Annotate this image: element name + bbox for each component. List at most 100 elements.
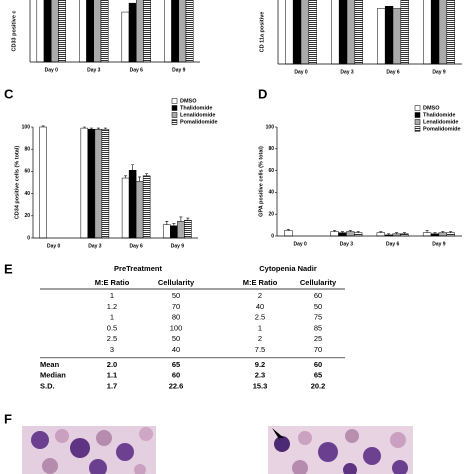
y-axis-label: CD34 positive cells (% total) xyxy=(14,146,20,220)
bar xyxy=(121,11,130,63)
y-tick-label: 40 xyxy=(268,190,274,196)
y-tick-label: 100 xyxy=(22,124,31,130)
y-tick-label: 80 xyxy=(24,147,30,153)
table-group-header: PreTreatment xyxy=(114,264,162,273)
x-tick-label: Day 6 xyxy=(129,243,143,249)
table-column-header: M:E Ratio xyxy=(243,278,278,287)
bar xyxy=(446,0,455,65)
error-bar xyxy=(165,221,169,225)
micrograph xyxy=(268,426,413,474)
y-tick-label: 40 xyxy=(24,191,30,197)
bar xyxy=(171,0,179,63)
bar xyxy=(121,177,130,239)
legend-swatch xyxy=(171,119,178,125)
bar xyxy=(128,2,137,63)
bar xyxy=(36,0,45,63)
table-cell: 1 xyxy=(258,323,262,332)
bar xyxy=(331,0,340,65)
bar xyxy=(377,8,386,65)
legend-label: Pomalidomide xyxy=(180,119,218,125)
legend-label: Thalidomide xyxy=(180,105,212,111)
table-cell: 1.1 xyxy=(107,371,117,380)
bar xyxy=(135,181,144,239)
table-cell: 100 xyxy=(170,323,183,332)
bar xyxy=(338,232,347,237)
x-tick-label: Day 9 xyxy=(432,241,446,247)
table-cell: 2.0 xyxy=(107,360,117,369)
x-tick-label: Day 9 xyxy=(432,69,446,75)
panel-label: F xyxy=(4,411,12,426)
legend-swatch xyxy=(171,98,178,104)
legend-swatch xyxy=(171,112,178,118)
bar xyxy=(100,0,109,63)
bar xyxy=(185,0,194,63)
table-cell: 1.2 xyxy=(107,302,117,311)
bar xyxy=(178,0,187,63)
bar xyxy=(346,0,356,65)
y-tick-label: 80 xyxy=(268,146,274,152)
error-bar xyxy=(145,173,149,176)
table-cell: 65 xyxy=(172,360,180,369)
bar xyxy=(422,232,432,237)
bar xyxy=(376,232,386,237)
x-tick-label: Day 9 xyxy=(172,67,186,73)
legend-swatch xyxy=(414,105,421,111)
micrograph xyxy=(22,426,156,474)
table-cell: 50 xyxy=(172,334,180,343)
bar xyxy=(392,8,402,65)
error-bar xyxy=(89,127,93,130)
table-cell: 7.5 xyxy=(255,345,265,354)
error-bar xyxy=(82,126,86,129)
bar xyxy=(170,225,178,239)
y-tick-label: 20 xyxy=(24,213,30,219)
table-cell: 70 xyxy=(314,345,322,354)
bar xyxy=(51,0,59,63)
error-bar xyxy=(333,230,337,232)
error-bar xyxy=(124,175,128,179)
table-cell: 2 xyxy=(258,291,262,300)
table-cell: 65 xyxy=(314,371,322,380)
x-tick-label: Day 0 xyxy=(293,241,307,247)
bar xyxy=(330,231,339,237)
table-group-header: Cytopenia Nadir xyxy=(259,264,317,273)
bar xyxy=(43,0,52,63)
bar xyxy=(438,232,447,237)
legend-label: DMSO xyxy=(423,105,440,111)
x-tick-label: Day 0 xyxy=(45,67,59,73)
error-bar xyxy=(356,231,360,233)
bar xyxy=(142,175,151,239)
error-bar xyxy=(286,229,290,231)
bar xyxy=(430,0,440,65)
error-bar xyxy=(179,216,183,222)
table-cell: 75 xyxy=(314,313,322,322)
legend-label: Pomalidomide xyxy=(423,126,461,132)
error-bar xyxy=(138,176,142,182)
table-cell: 2.5 xyxy=(107,334,117,343)
panel-label: C xyxy=(4,86,14,101)
table-row-label: S.D. xyxy=(40,381,55,390)
bar xyxy=(58,0,66,63)
error-bar xyxy=(131,164,135,171)
x-tick-label: Day 0 xyxy=(294,69,308,75)
table-cell: 60 xyxy=(314,291,322,300)
bar xyxy=(79,0,87,63)
table-cell: 40 xyxy=(172,345,180,354)
legend-label: DMSO xyxy=(180,98,197,104)
bar xyxy=(438,0,448,65)
bar xyxy=(446,232,455,237)
table-cell: 50 xyxy=(314,302,322,311)
table-cell: 70 xyxy=(172,302,180,311)
legend-label: Lenalidomide xyxy=(423,119,458,125)
x-tick-label: Day 3 xyxy=(340,241,354,247)
table-cell: 1 xyxy=(110,291,114,300)
table-cell: 60 xyxy=(172,371,180,380)
panel-label: D xyxy=(258,86,267,101)
table-row-label: Mean xyxy=(40,360,60,369)
legend-label: Lenalidomide xyxy=(180,112,215,118)
table-cell: 3 xyxy=(110,345,114,354)
error-bar xyxy=(186,217,190,221)
table-cell: 20.2 xyxy=(311,381,326,390)
x-tick-label: Day 3 xyxy=(87,67,101,73)
table-cell: 85 xyxy=(314,323,322,332)
